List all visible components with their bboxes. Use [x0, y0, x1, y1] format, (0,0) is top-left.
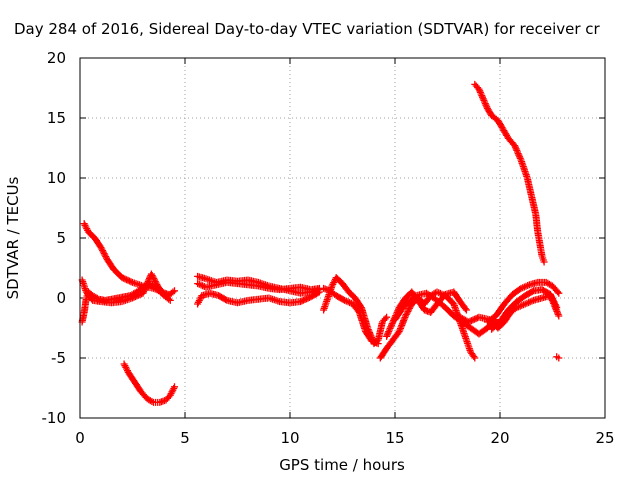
y-tick-label: 20: [47, 49, 66, 67]
trace-4: [120, 360, 178, 406]
axis-ticks: 0 5 10 15 20 25 -10 -5 0 5 10 15 20: [42, 49, 615, 447]
x-tick-label: 5: [180, 429, 190, 447]
grid-lines: [80, 58, 605, 418]
trace-3: [78, 270, 174, 307]
trace-9: [320, 284, 382, 348]
trace-14: [483, 278, 563, 326]
plot-frame: [79, 57, 606, 419]
y-tick-label: 10: [47, 169, 66, 187]
trace-6: [194, 278, 323, 294]
chart-title: Day 284 of 2016, Sidereal Day-to-day VTE…: [14, 20, 601, 38]
data-marker-path: [78, 280, 178, 326]
y-axis-title: SDTVAR / TECUs: [4, 176, 22, 299]
y-tick-label: -10: [42, 409, 67, 427]
data-marker-path: [553, 353, 563, 362]
y-tick-label: 5: [56, 229, 66, 247]
y-tick-label: 0: [56, 289, 66, 307]
data-marker-path: [488, 286, 561, 333]
data-marker-path: [320, 284, 382, 348]
trace-15: [488, 286, 561, 333]
x-tick-label: 10: [280, 429, 299, 447]
trace-17: [553, 353, 563, 362]
data-marker-path: [120, 360, 178, 406]
data-marker-path: [483, 278, 563, 326]
trace-7: [194, 288, 323, 308]
x-tick-label: 15: [385, 429, 404, 447]
data-marker-path: [78, 270, 174, 307]
x-tick-label: 20: [490, 429, 509, 447]
data-marker-path: [194, 278, 323, 294]
data-marker-path: [194, 288, 323, 308]
x-axis-title: GPS time / hours: [279, 456, 405, 474]
data-marker-path: [471, 80, 548, 266]
x-tick-label: 0: [75, 429, 85, 447]
y-tick-label: -5: [51, 349, 66, 367]
x-tick-label: 25: [595, 429, 614, 447]
trace-2: [78, 280, 178, 326]
y-tick-label: 15: [47, 109, 66, 127]
data-marker-path: [383, 288, 470, 340]
trace-16: [471, 80, 548, 266]
trace-11: [383, 288, 470, 340]
data-points: [78, 80, 563, 406]
